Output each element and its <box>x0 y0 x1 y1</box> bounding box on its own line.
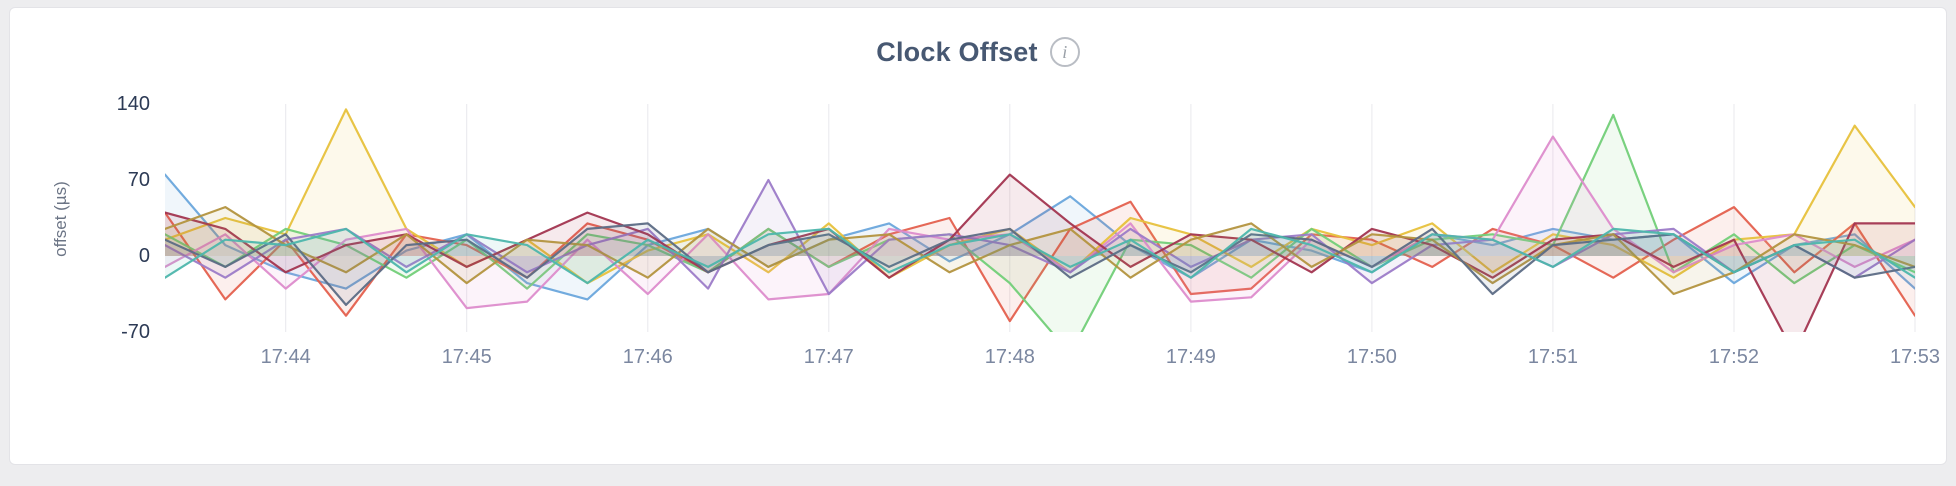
x-tick-label: 17:51 <box>1527 346 1578 368</box>
x-tick-label: 17:48 <box>984 346 1035 368</box>
y-tick-label: -70 <box>121 321 150 343</box>
x-tick-label: 17:45 <box>441 346 492 368</box>
chart-header: Clock Offset i <box>10 32 1946 72</box>
x-tick-label: 17:46 <box>622 346 673 368</box>
series-area <box>165 201 1915 322</box>
x-tick-label: 17:49 <box>1165 346 1216 368</box>
series-line <box>165 227 1915 285</box>
y-tick-label: 0 <box>138 245 150 267</box>
series-line <box>165 200 1915 323</box>
x-tick-label: 17:44 <box>260 346 311 368</box>
chart-card: Clock Offset i offset (µs) 140 70 0 -70 17:4… <box>9 7 1947 465</box>
series-area <box>165 136 1915 309</box>
info-icon[interactable]: i <box>1049 37 1080 67</box>
series-line <box>165 113 1915 332</box>
chart-title: Clock Offset <box>876 36 1038 67</box>
series-area <box>165 114 1915 332</box>
chart-area: offset (µs) 140 70 0 -70 17:44 17:45 17:46 17:4… <box>10 93 1946 384</box>
plot-area[interactable] <box>165 104 1916 332</box>
series-area <box>165 228 1915 284</box>
series-line <box>165 206 1915 296</box>
line-series-green <box>165 113 1915 332</box>
y-tick-label: 140 <box>116 93 150 115</box>
line-series-coral <box>165 200 1915 323</box>
y-tick-label: 70 <box>127 169 150 191</box>
x-tick-label: 17:53 <box>1889 346 1941 368</box>
x-tick-label: 17:47 <box>803 346 854 368</box>
series-area <box>165 223 1915 305</box>
line-chart-canvas[interactable] <box>165 104 1916 332</box>
series-area <box>165 109 1915 284</box>
line-series-teal <box>165 227 1915 285</box>
x-tick-label: 17:50 <box>1346 346 1397 368</box>
y-axis-label: offset (µs) <box>51 181 70 257</box>
x-tick-label: 17:52 <box>1708 346 1759 368</box>
